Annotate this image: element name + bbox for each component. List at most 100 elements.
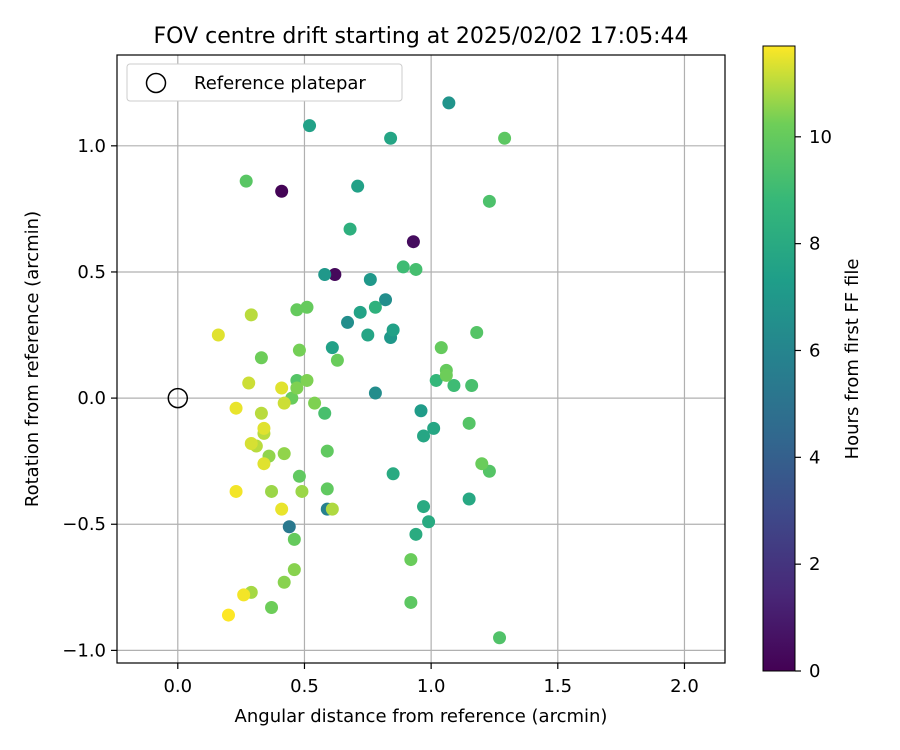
data-point — [363, 273, 377, 287]
y-tick-label: −0.5 — [62, 514, 106, 535]
data-point — [343, 222, 357, 236]
data-point — [277, 447, 291, 461]
data-point — [439, 368, 453, 382]
data-point — [386, 467, 400, 481]
data-point — [482, 194, 496, 208]
colorbar-tick-label: 0 — [809, 661, 820, 682]
data-point — [290, 381, 304, 395]
y-tick-label: 0.0 — [77, 388, 106, 409]
data-point — [470, 326, 484, 340]
data-point — [221, 608, 235, 622]
data-point — [396, 260, 410, 274]
x-axis-label: Angular distance from reference (arcmin) — [235, 706, 608, 727]
data-point — [379, 293, 393, 307]
legend-box — [126, 63, 403, 102]
data-point — [447, 378, 461, 392]
data-point — [292, 343, 306, 357]
colorbar-tick-label: 10 — [809, 127, 832, 148]
colorbar-tick-label: 4 — [809, 447, 820, 468]
data-point — [409, 527, 423, 541]
data-point — [353, 305, 367, 319]
data-point — [406, 235, 420, 249]
data-point — [239, 174, 253, 188]
x-tick-label: 2.0 — [670, 676, 699, 697]
data-point — [257, 457, 271, 471]
data-point — [465, 378, 479, 392]
y-tick-label: 1.0 — [77, 136, 106, 157]
y-tick-label: −1.0 — [62, 640, 106, 661]
data-point — [277, 396, 291, 410]
x-axis-ticks: 0.0 0.5 1.0 1.5 2.0 — [163, 663, 699, 697]
plot-frame — [116, 54, 726, 664]
data-point — [404, 595, 418, 609]
data-point — [368, 300, 382, 314]
colorbar: 0 2 4 6 8 10 Hours from first FF file — [762, 45, 863, 682]
data-point — [384, 131, 398, 145]
data-point — [325, 341, 339, 355]
data-point — [237, 588, 251, 602]
x-tick-label: 0.0 — [163, 676, 192, 697]
colorbar-ticks: 0 2 4 6 8 10 — [795, 127, 832, 682]
data-point — [211, 328, 225, 342]
data-point — [290, 303, 304, 317]
reference-point — [167, 387, 189, 409]
data-point — [442, 96, 456, 110]
grid-lines — [117, 55, 725, 663]
data-point — [422, 515, 436, 529]
data-point — [368, 386, 382, 400]
data-point — [341, 315, 355, 329]
data-points — [211, 96, 512, 645]
data-point — [292, 469, 306, 483]
y-axis-label: Rotation from reference (arcmin) — [22, 211, 43, 507]
data-point — [320, 482, 334, 496]
data-point — [287, 532, 301, 546]
data-point — [265, 600, 279, 614]
data-point — [303, 119, 317, 133]
data-point — [275, 184, 289, 198]
colorbar-tick-label: 2 — [809, 554, 820, 575]
data-point — [254, 406, 268, 420]
legend-entry-reference: Reference platepar — [194, 73, 366, 94]
data-point — [351, 179, 365, 193]
data-point — [330, 353, 344, 367]
data-point — [318, 406, 332, 420]
data-point — [282, 520, 296, 534]
data-point — [361, 328, 375, 342]
data-point — [498, 131, 512, 145]
colorbar-label: Hours from first FF file — [842, 259, 863, 460]
data-point — [229, 484, 243, 498]
data-point — [277, 575, 291, 589]
x-tick-label: 1.0 — [417, 676, 446, 697]
data-point — [275, 502, 289, 516]
data-point — [254, 351, 268, 365]
chart-title: FOV centre drift starting at 2025/02/02 … — [154, 24, 689, 49]
reference-marker — [167, 387, 189, 409]
data-point — [300, 300, 314, 314]
colorbar-tick-label: 8 — [809, 234, 820, 255]
data-point — [475, 457, 489, 471]
data-point — [414, 404, 428, 418]
data-point — [328, 267, 342, 281]
data-point — [493, 631, 507, 645]
colorbar-gradient — [762, 45, 796, 672]
data-point — [404, 553, 418, 567]
legend: Reference platepar — [126, 63, 403, 102]
data-point — [295, 484, 309, 498]
data-point — [462, 492, 476, 506]
data-point — [265, 484, 279, 498]
data-point — [434, 341, 448, 355]
data-point — [244, 437, 258, 451]
data-point — [462, 416, 476, 430]
y-axis-ticks: −1.0 −0.5 0.0 0.5 1.0 — [62, 136, 117, 661]
data-point — [257, 421, 271, 435]
data-point — [386, 323, 400, 337]
data-point — [287, 563, 301, 577]
data-point — [300, 373, 314, 387]
data-point — [242, 376, 256, 390]
data-point — [318, 267, 332, 281]
data-point — [417, 429, 431, 443]
data-point — [229, 401, 243, 415]
y-tick-label: 0.5 — [77, 262, 106, 283]
data-point — [409, 262, 423, 276]
